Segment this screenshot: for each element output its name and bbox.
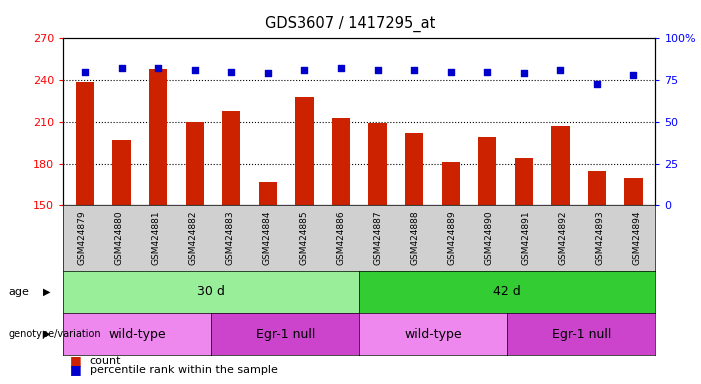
Point — [153, 65, 164, 71]
Bar — [222, 111, 240, 205]
Text: 30 d: 30 d — [197, 285, 225, 298]
Point — [482, 69, 493, 75]
Text: Egr-1 null: Egr-1 null — [256, 328, 315, 341]
Text: ▶: ▶ — [43, 329, 50, 339]
Point — [445, 69, 456, 75]
Bar — [551, 126, 569, 205]
Text: GSM424889: GSM424889 — [447, 210, 456, 265]
Point — [189, 67, 200, 73]
Bar — [259, 182, 277, 205]
Text: ■: ■ — [70, 354, 82, 367]
Bar — [625, 177, 643, 205]
Bar — [76, 81, 94, 205]
Text: GSM424881: GSM424881 — [151, 210, 160, 265]
Text: age: age — [8, 287, 29, 297]
Text: GSM424893: GSM424893 — [595, 210, 604, 265]
Text: GSM424885: GSM424885 — [299, 210, 308, 265]
Text: GSM424884: GSM424884 — [262, 210, 271, 265]
Bar — [588, 170, 606, 205]
Bar — [405, 133, 423, 205]
Text: GSM424887: GSM424887 — [373, 210, 382, 265]
Text: GSM424880: GSM424880 — [114, 210, 123, 265]
Text: GSM424892: GSM424892 — [559, 210, 567, 265]
Point — [116, 65, 127, 71]
Text: ■: ■ — [70, 363, 82, 376]
Text: 42 d: 42 d — [494, 285, 522, 298]
Bar — [515, 158, 533, 205]
Bar — [369, 123, 387, 205]
Point — [335, 65, 346, 71]
Point — [554, 67, 566, 73]
Bar — [149, 69, 168, 205]
Bar — [442, 162, 460, 205]
Text: GSM424886: GSM424886 — [336, 210, 346, 265]
Text: GDS3607 / 1417295_at: GDS3607 / 1417295_at — [265, 15, 436, 31]
Point — [409, 67, 420, 73]
Text: GSM424879: GSM424879 — [77, 210, 86, 265]
Bar — [332, 118, 350, 205]
Point — [299, 67, 310, 73]
Text: GSM424894: GSM424894 — [632, 210, 641, 265]
Text: Egr-1 null: Egr-1 null — [552, 328, 611, 341]
Point — [518, 70, 529, 76]
Bar — [295, 97, 313, 205]
Text: GSM424888: GSM424888 — [410, 210, 419, 265]
Bar — [478, 137, 496, 205]
Text: ▶: ▶ — [43, 287, 50, 297]
Point — [226, 69, 237, 75]
Point — [592, 80, 603, 86]
Bar — [112, 140, 130, 205]
Text: wild-type: wild-type — [109, 328, 166, 341]
Text: GSM424891: GSM424891 — [522, 210, 531, 265]
Text: genotype/variation: genotype/variation — [8, 329, 101, 339]
Point — [79, 69, 90, 75]
Text: GSM424882: GSM424882 — [188, 210, 197, 265]
Text: GSM424890: GSM424890 — [484, 210, 494, 265]
Point — [262, 70, 273, 76]
Text: percentile rank within the sample: percentile rank within the sample — [90, 364, 278, 375]
Text: wild-type: wild-type — [404, 328, 462, 341]
Bar — [186, 122, 204, 205]
Point — [372, 67, 383, 73]
Point — [628, 72, 639, 78]
Text: GSM424883: GSM424883 — [225, 210, 234, 265]
Text: count: count — [90, 356, 121, 366]
